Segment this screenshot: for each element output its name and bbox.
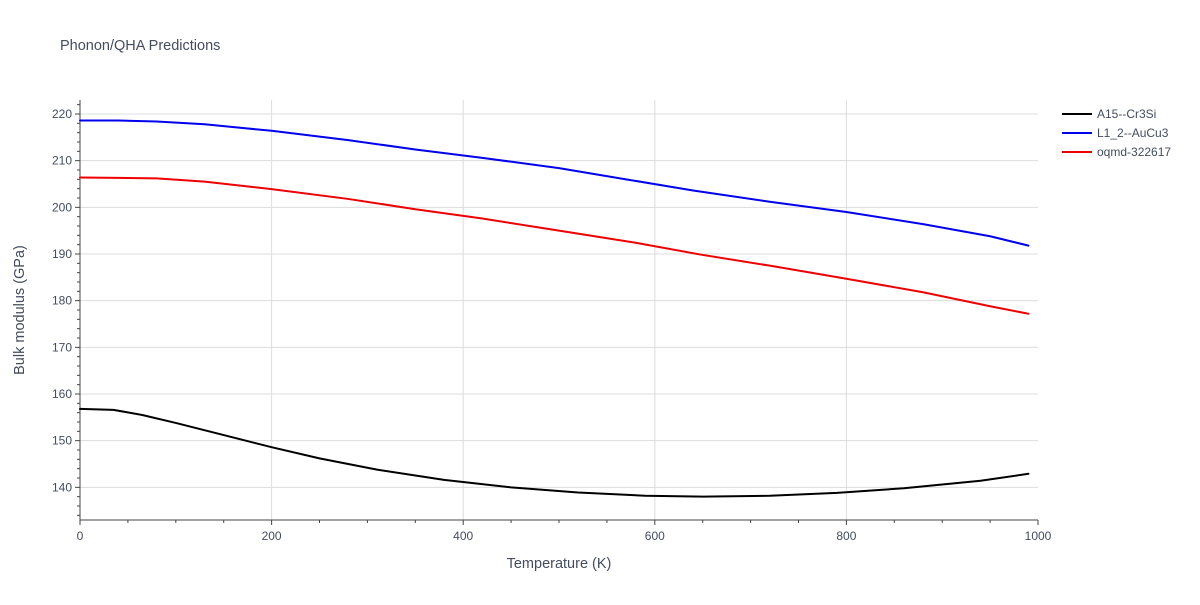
legend-label: oqmd-322617 xyxy=(1097,145,1171,159)
x-axis-label: Temperature (K) xyxy=(507,556,612,572)
y-tick-label: 210 xyxy=(52,154,72,168)
x-tick-label: 0 xyxy=(77,529,84,543)
axes: 140 150 160 170 180 190 200 210 220 0 200 400 600 800… xyxy=(52,100,1052,543)
series-line-oqmd-322617[interactable] xyxy=(79,176,1030,315)
y-axis-label: Bulk modulus (GPa) xyxy=(12,245,28,375)
chart-title: Phonon/QHA Predictions xyxy=(60,38,220,54)
legend-item[interactable]: A15--Cr3Si xyxy=(1062,107,1156,121)
series-line-l1-2-aucu3[interactable] xyxy=(79,119,1030,247)
legend-item[interactable]: L1_2--AuCu3 xyxy=(1062,126,1169,140)
legend[interactable]: A15--Cr3Si L1_2--AuCu3 oqmd-322617 xyxy=(1062,107,1171,159)
y-tick-label: 160 xyxy=(52,387,72,401)
x-tick-label: 800 xyxy=(836,529,856,543)
series-line-a15-cr3si[interactable] xyxy=(79,407,1030,498)
grid-lines xyxy=(80,100,1038,520)
legend-label: L1_2--AuCu3 xyxy=(1097,126,1169,140)
legend-label: A15--Cr3Si xyxy=(1097,107,1156,121)
y-tick-label: 150 xyxy=(52,434,72,448)
x-tick-label: 400 xyxy=(453,529,473,543)
x-tick-label: 600 xyxy=(645,529,665,543)
y-tick-label: 170 xyxy=(52,340,72,354)
y-tick-label: 140 xyxy=(52,480,72,494)
series-lines xyxy=(79,119,1030,498)
y-tick-label: 190 xyxy=(52,247,72,261)
y-tick-label: 180 xyxy=(52,294,72,308)
legend-item[interactable]: oqmd-322617 xyxy=(1062,145,1171,159)
y-tick-label: 220 xyxy=(52,107,72,121)
y-tick-label: 200 xyxy=(52,200,72,214)
x-tick-label: 200 xyxy=(262,529,282,543)
x-tick-label: 1000 xyxy=(1025,529,1052,543)
